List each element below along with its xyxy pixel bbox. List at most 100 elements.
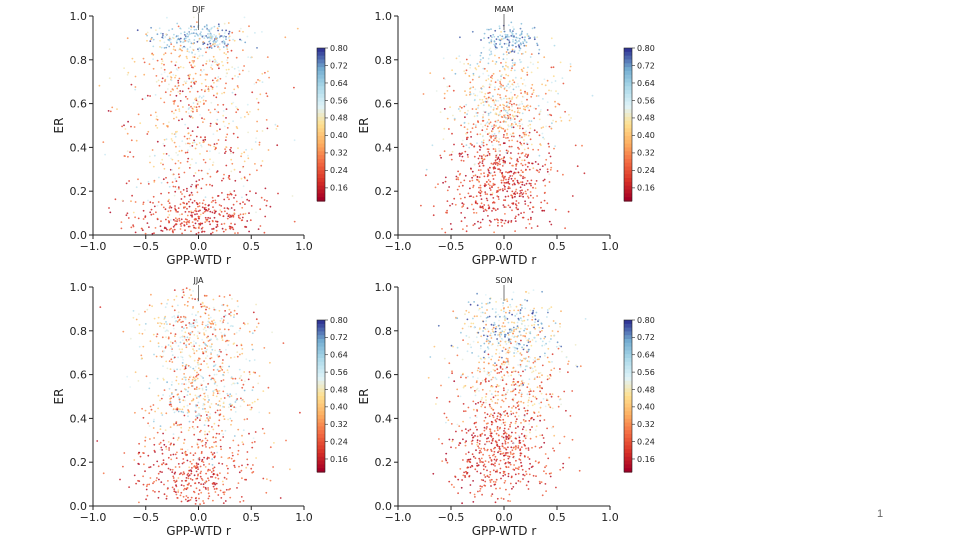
data-point (136, 29, 139, 32)
data-point (171, 471, 174, 473)
colorbar-segment (317, 51, 325, 57)
data-point (177, 356, 180, 359)
data-point (160, 481, 163, 483)
data-point (144, 215, 147, 218)
data-point (174, 317, 176, 319)
data-point (190, 191, 193, 194)
data-point (469, 66, 471, 69)
data-point (477, 367, 480, 369)
data-point (235, 111, 238, 114)
data-point (544, 84, 547, 87)
data-point (241, 352, 244, 355)
data-point (500, 75, 502, 78)
data-point (503, 438, 506, 440)
data-point (492, 72, 495, 75)
data-point (479, 169, 482, 171)
data-point (169, 75, 172, 78)
data-point (435, 90, 438, 92)
data-point (151, 305, 154, 308)
data-point (222, 483, 225, 486)
data-point (145, 488, 148, 491)
data-point (481, 388, 484, 391)
data-point (163, 41, 166, 44)
data-point (161, 60, 164, 62)
colorbar-segment (317, 193, 325, 198)
data-point (198, 395, 201, 398)
data-point (490, 50, 492, 53)
colorbar-tick-label: 0.56 (330, 96, 348, 105)
data-point (190, 470, 193, 473)
data-point (175, 410, 178, 412)
data-point (513, 51, 516, 53)
data-point (169, 468, 172, 471)
data-point (167, 200, 170, 203)
data-point (182, 189, 185, 191)
data-point (213, 38, 216, 40)
data-point (506, 412, 509, 415)
data-point (513, 464, 515, 466)
data-point (231, 66, 234, 68)
data-point (501, 442, 504, 445)
data-point (548, 145, 550, 148)
data-point (204, 295, 207, 297)
data-point (193, 349, 195, 352)
data-point (257, 101, 260, 104)
data-point (157, 342, 160, 345)
data-point (484, 155, 487, 158)
data-point (212, 394, 215, 397)
data-point (461, 139, 464, 142)
data-point (480, 405, 483, 408)
data-point (194, 222, 197, 225)
data-point (472, 224, 475, 227)
data-point (552, 119, 554, 122)
data-point (231, 298, 233, 300)
data-point (543, 178, 546, 181)
data-point (511, 132, 514, 135)
data-point (494, 167, 497, 170)
data-point (193, 139, 196, 142)
data-point (514, 220, 517, 223)
data-point (189, 355, 192, 358)
data-point (205, 100, 207, 102)
data-point (144, 470, 146, 473)
data-point (446, 461, 449, 464)
colorbar-segment (317, 323, 325, 329)
data-point (256, 169, 258, 172)
data-point (180, 225, 183, 227)
data-point (212, 377, 215, 380)
data-point (224, 210, 226, 213)
data-point (516, 140, 519, 143)
data-point (498, 384, 501, 387)
colorbar-segment (317, 415, 325, 420)
data-point (173, 490, 176, 493)
data-point (134, 231, 137, 234)
data-point (209, 150, 211, 153)
data-point (148, 387, 151, 390)
data-point (202, 103, 205, 105)
data-point (447, 419, 450, 421)
data-point (212, 59, 215, 62)
data-point (215, 487, 218, 490)
data-point (209, 39, 212, 42)
data-point (517, 380, 520, 383)
data-point (142, 452, 144, 454)
data-point (524, 437, 527, 440)
data-point (216, 368, 219, 371)
data-point (489, 121, 492, 124)
data-point (477, 445, 479, 448)
data-point (519, 89, 522, 92)
data-point (215, 395, 218, 398)
data-point (489, 166, 491, 169)
data-point (469, 187, 471, 190)
data-point (213, 488, 216, 490)
data-point (161, 36, 164, 39)
data-point (478, 165, 481, 168)
data-point (214, 58, 216, 61)
data-point (225, 82, 227, 85)
data-point (183, 461, 185, 464)
data-point (208, 446, 211, 449)
colorbar-segment (624, 74, 632, 80)
data-point (222, 64, 224, 67)
data-point (243, 151, 246, 154)
data-point (226, 196, 229, 199)
